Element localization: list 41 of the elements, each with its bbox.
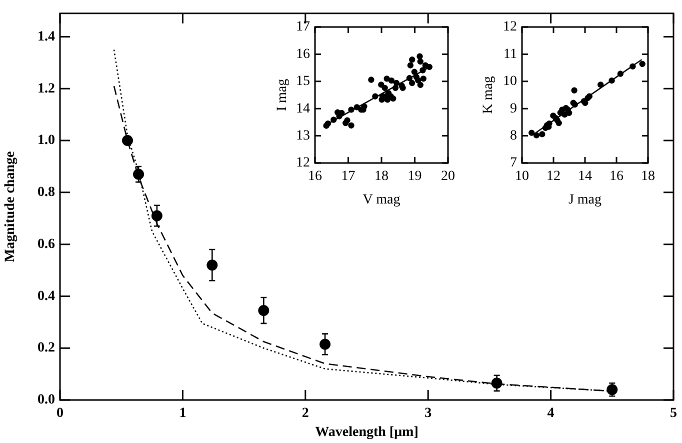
y-tick-label: 7 [510, 156, 517, 171]
y-axis-title: K mag [481, 76, 496, 114]
y-axis-title: Magnitude change [3, 151, 18, 262]
x-tick-label: 16 [308, 169, 322, 184]
y-tick-label: 1.0 [38, 133, 55, 148]
y-tick-label: 0.4 [38, 288, 55, 304]
y-tick-label: 17 [296, 20, 310, 35]
y-tick-label: 0.2 [38, 340, 55, 356]
y-tick-label: 8 [510, 128, 517, 144]
y-tick-label: 12 [296, 156, 310, 171]
x-tick-label: 3 [424, 406, 432, 422]
x-tick-label: 4 [547, 406, 554, 422]
x-tick-label: 14 [578, 169, 592, 184]
x-tick-label: 16 [610, 169, 624, 184]
y-tick-label: 13 [296, 128, 310, 144]
x-axis-title: Wavelength [μm] [315, 425, 418, 440]
x-tick-label: 1 [179, 406, 186, 422]
y-tick-label: 0.0 [38, 392, 55, 408]
x-tick-label: 12 [546, 169, 560, 184]
y-tick-label: 12 [503, 20, 517, 35]
x-tick-label: 0 [56, 406, 64, 422]
y-tick-label: 0.8 [38, 185, 55, 200]
y-tick-label: 14 [296, 101, 310, 116]
y-tick-label: 0.6 [38, 236, 55, 252]
x-axis-title: J mag [568, 192, 602, 208]
x-tick-label: 20 [441, 169, 455, 184]
x-tick-label: 5 [670, 406, 677, 422]
x-tick-label: 18 [374, 169, 388, 184]
x-axis-title: V mag [362, 192, 400, 208]
x-tick-label: 17 [341, 169, 356, 184]
y-tick-label: 15 [296, 74, 310, 90]
y-tick-label: 11 [504, 46, 517, 62]
y-tick-label: 1.2 [38, 81, 55, 96]
x-tick-label: 2 [302, 406, 309, 422]
y-tick-label: 9 [510, 101, 517, 116]
y-tick-label: 16 [296, 46, 310, 62]
y-tick-label: 1.4 [38, 29, 55, 44]
y-axis-title: I mag [275, 78, 290, 112]
y-tick-label: 10 [503, 74, 517, 90]
x-tick-label: 18 [641, 169, 655, 184]
x-tick-label: 19 [408, 169, 422, 184]
